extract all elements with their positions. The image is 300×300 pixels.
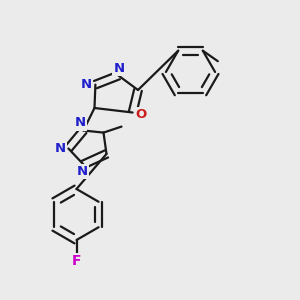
Text: F: F	[72, 254, 81, 268]
Text: O: O	[135, 108, 147, 122]
Text: N: N	[81, 77, 92, 91]
Text: N: N	[76, 165, 88, 178]
Text: N: N	[54, 142, 66, 155]
Text: N: N	[113, 61, 125, 75]
Text: N: N	[75, 116, 86, 130]
